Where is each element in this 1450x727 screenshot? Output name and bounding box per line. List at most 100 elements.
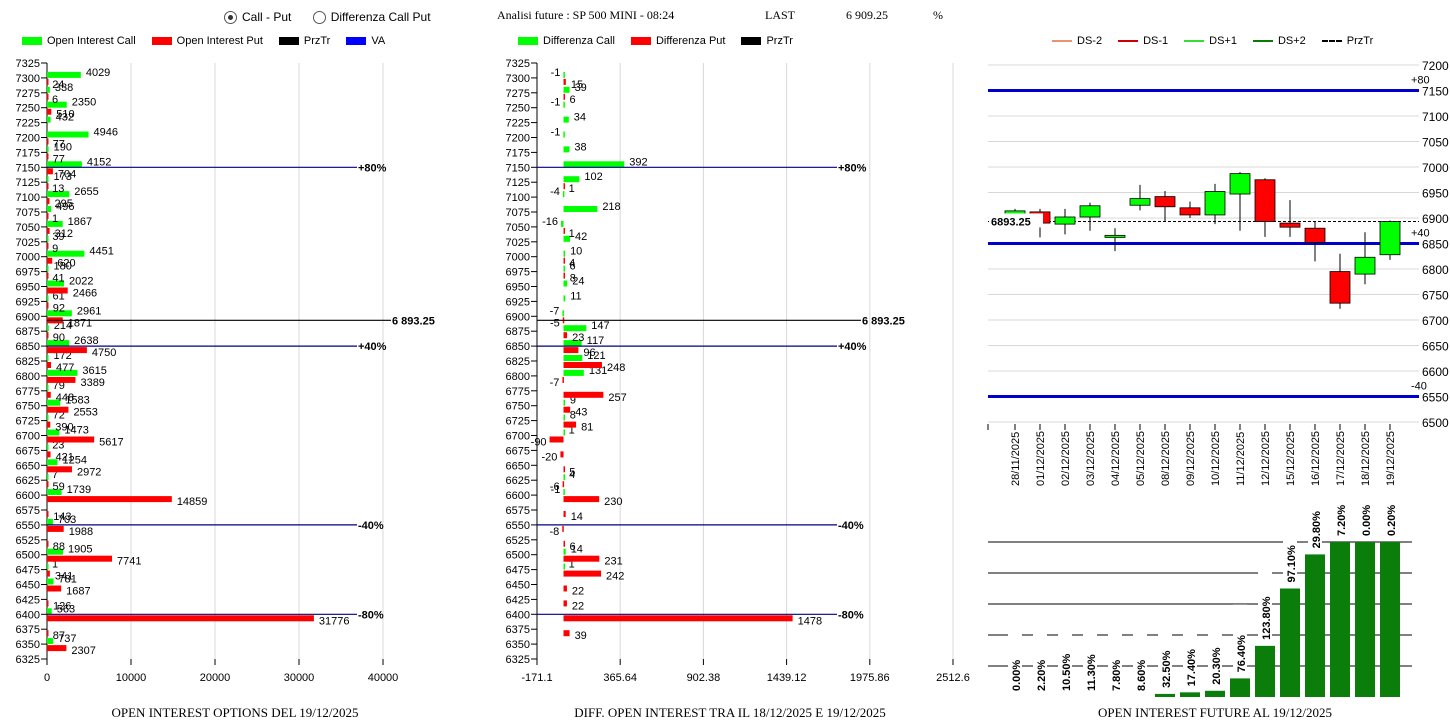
level-label: -40 bbox=[1411, 381, 1427, 393]
put-bar bbox=[47, 451, 51, 458]
put-bar bbox=[47, 213, 49, 219]
bar-value-label: -5 bbox=[550, 317, 560, 329]
pct-label: % bbox=[933, 8, 943, 22]
bar-value-label: 242 bbox=[606, 571, 624, 583]
bar-value-label: 1871 bbox=[68, 317, 92, 329]
y-tick-label: 6950 bbox=[1422, 187, 1449, 201]
y-tick-label: 6950 bbox=[16, 282, 40, 294]
bar-value-label: 24 bbox=[572, 276, 584, 288]
y-tick-label: 6875 bbox=[506, 326, 530, 338]
x-tick-label: 12/12/2025 bbox=[1260, 431, 1272, 486]
call-bar bbox=[47, 131, 89, 138]
put-bar bbox=[47, 630, 49, 637]
legend-label: Differenza Call bbox=[543, 35, 615, 47]
bar-value-label: 14859 bbox=[177, 496, 208, 508]
call-bar bbox=[47, 578, 54, 585]
legend-item: DS-1 bbox=[1118, 35, 1168, 47]
oi-bar bbox=[1255, 645, 1275, 697]
legend-label: PrzTr bbox=[303, 35, 331, 47]
x-tick-label: 10/12/2025 bbox=[1210, 431, 1222, 486]
y-tick-label: 7000 bbox=[506, 252, 530, 264]
bar-value-label: 1478 bbox=[798, 615, 822, 627]
bar-value-label: 39 bbox=[52, 231, 64, 243]
put-bar bbox=[47, 272, 49, 279]
call-bar bbox=[563, 340, 582, 347]
put-bar bbox=[47, 481, 49, 488]
bar-value-label: 4 bbox=[569, 469, 575, 481]
call-bar bbox=[561, 220, 564, 227]
legend-item: DS+1 bbox=[1184, 35, 1237, 47]
oi-bar bbox=[1280, 588, 1300, 697]
call-bar bbox=[563, 116, 569, 123]
level-label: +40 bbox=[1411, 228, 1430, 240]
x-tick-label: 09/12/2025 bbox=[1185, 431, 1197, 486]
put-bar bbox=[47, 153, 49, 160]
y-tick-label: 7175 bbox=[506, 147, 530, 159]
bar-value-label: 81 bbox=[581, 422, 593, 434]
candle-down bbox=[1304, 227, 1326, 243]
radio-label: Call - Put bbox=[242, 10, 292, 24]
y-tick-label: 6725 bbox=[506, 416, 530, 428]
y-tick-label: 7200 bbox=[16, 133, 40, 145]
call-bar bbox=[47, 265, 49, 272]
label-bg bbox=[1208, 616, 1222, 687]
call-bar bbox=[47, 235, 49, 242]
bar-value-label: 1473 bbox=[64, 425, 88, 437]
call-bar bbox=[563, 489, 565, 496]
bar-value-label: 1583 bbox=[65, 395, 89, 407]
x-tick-label: 902.38 bbox=[687, 672, 721, 684]
call-bar bbox=[563, 131, 565, 138]
candle-up bbox=[1079, 205, 1101, 218]
call-bar bbox=[563, 146, 570, 153]
put-bar bbox=[563, 615, 793, 622]
y-tick-label: 7300 bbox=[506, 73, 530, 85]
y-tick-label: 6475 bbox=[16, 565, 40, 577]
radio-differenza[interactable]: Differenza Call Put bbox=[312, 10, 431, 24]
page-title: Analisi future : SP 500 MINI - 08:24 bbox=[497, 8, 675, 22]
y-tick-label: 6650 bbox=[506, 460, 530, 472]
legend-swatch bbox=[22, 37, 42, 45]
put-bar bbox=[563, 272, 566, 279]
radio-call-put[interactable]: Call - Put bbox=[224, 10, 291, 24]
y-tick-label: 6400 bbox=[16, 609, 40, 621]
candle-down bbox=[1179, 207, 1201, 216]
legend-label: DS+1 bbox=[1209, 35, 1237, 47]
x-tick-label: 30000 bbox=[284, 672, 315, 684]
oi-bar bbox=[1330, 542, 1350, 697]
legend-label: VA bbox=[371, 35, 386, 47]
legend-item: DS+2 bbox=[1252, 35, 1306, 47]
put-bar bbox=[47, 540, 49, 547]
va-label: +40% bbox=[838, 341, 867, 353]
oi-bar bbox=[1355, 542, 1375, 697]
legend-swatch bbox=[278, 37, 299, 45]
call-bar bbox=[47, 355, 49, 361]
put-bar bbox=[47, 511, 49, 517]
put-bar bbox=[563, 511, 566, 517]
label-bg bbox=[1258, 571, 1272, 642]
bar-value-label: 92 bbox=[53, 302, 65, 314]
call-bar bbox=[563, 399, 566, 406]
call-bar bbox=[563, 369, 584, 376]
x-tick-label: 08/12/2025 bbox=[1160, 431, 1172, 486]
bar-value-label: 1687 bbox=[66, 586, 90, 598]
bar-value-label: 41 bbox=[52, 273, 64, 285]
last-label: LAST bbox=[765, 8, 795, 22]
bar-value-label: 32.50% bbox=[1161, 650, 1173, 688]
bar-value-label: 15 bbox=[571, 79, 583, 91]
y-tick-label: 7300 bbox=[16, 73, 40, 85]
bar-value-label: 2638 bbox=[74, 335, 98, 347]
y-tick-label: 6925 bbox=[506, 296, 530, 308]
y-tick-label: 7025 bbox=[506, 237, 530, 249]
y-tick-label: 6375 bbox=[506, 624, 530, 636]
y-tick-label: 6550 bbox=[1422, 391, 1449, 405]
y-tick-label: 6700 bbox=[506, 431, 530, 443]
bar-value-label: 8.60% bbox=[1136, 660, 1148, 691]
bar-value-label: 9 bbox=[52, 243, 58, 255]
radio-unselected-icon bbox=[312, 10, 326, 24]
y-tick-label: 7325 bbox=[506, 58, 530, 70]
legend-item: Differenza Call bbox=[518, 35, 615, 47]
label-bg bbox=[1083, 623, 1097, 693]
put-bar bbox=[563, 332, 568, 339]
candle-up bbox=[1229, 173, 1251, 195]
radio-selected-icon bbox=[224, 10, 237, 24]
